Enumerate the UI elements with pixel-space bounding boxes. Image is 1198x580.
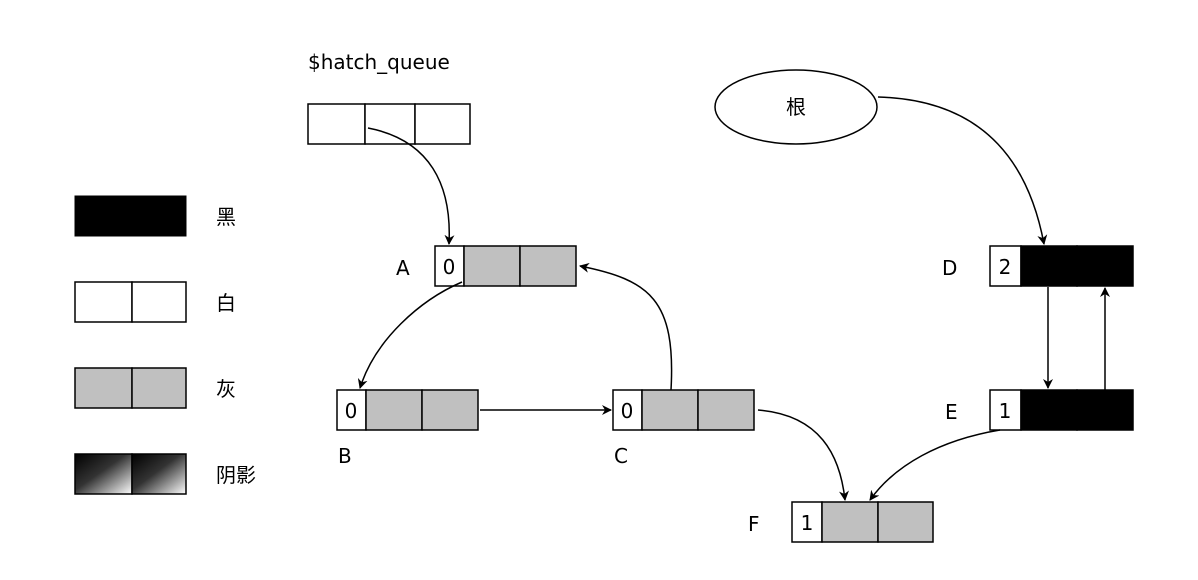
edge-queue-to-a bbox=[367, 127, 455, 245]
node-d-label: D bbox=[942, 256, 957, 280]
hatch-queue: $hatch_queue bbox=[307, 50, 471, 145]
node-b-count: 0 bbox=[345, 399, 358, 423]
legend: 黑 白 灰 阴影 bbox=[74, 195, 256, 495]
node-c-label: C bbox=[614, 444, 628, 468]
node-f-label: F bbox=[748, 512, 760, 536]
node-e: E 1 bbox=[945, 389, 1134, 431]
node-f: F 1 bbox=[748, 501, 934, 543]
edges bbox=[357, 96, 1110, 501]
node-b-label: B bbox=[338, 444, 352, 468]
legend-label-gray: 灰 bbox=[216, 377, 236, 401]
edge-a-to-b bbox=[357, 281, 463, 389]
node-e-count: 1 bbox=[999, 399, 1012, 423]
node-a: A 0 bbox=[396, 245, 577, 287]
hatch-queue-title: $hatch_queue bbox=[308, 50, 450, 74]
node-e-label: E bbox=[945, 400, 958, 424]
legend-item-black: 黑 bbox=[74, 195, 236, 237]
edge-e-to-f bbox=[869, 429, 1001, 501]
node-d-count: 2 bbox=[999, 255, 1012, 279]
node-c-count: 0 bbox=[621, 399, 634, 423]
edge-c-to-f bbox=[757, 409, 849, 501]
node-a-label: A bbox=[396, 256, 410, 280]
root-label: 根 bbox=[786, 95, 806, 119]
legend-label-shadow: 阴影 bbox=[216, 463, 256, 487]
legend-item-shadow: 阴影 bbox=[74, 453, 256, 495]
legend-label-black: 黑 bbox=[216, 205, 236, 229]
node-b: 0 B bbox=[336, 389, 479, 468]
legend-item-white: 白 bbox=[74, 281, 236, 323]
root-node: 根 bbox=[714, 69, 878, 145]
legend-label-white: 白 bbox=[216, 291, 236, 315]
edge-root-to-d bbox=[877, 96, 1048, 245]
node-a-count: 0 bbox=[443, 255, 456, 279]
edge-c-to-a bbox=[579, 262, 673, 391]
node-d: D 2 bbox=[942, 245, 1134, 287]
node-c: 0 C bbox=[612, 389, 755, 468]
legend-item-gray: 灰 bbox=[74, 367, 236, 409]
node-f-count: 1 bbox=[801, 511, 814, 535]
